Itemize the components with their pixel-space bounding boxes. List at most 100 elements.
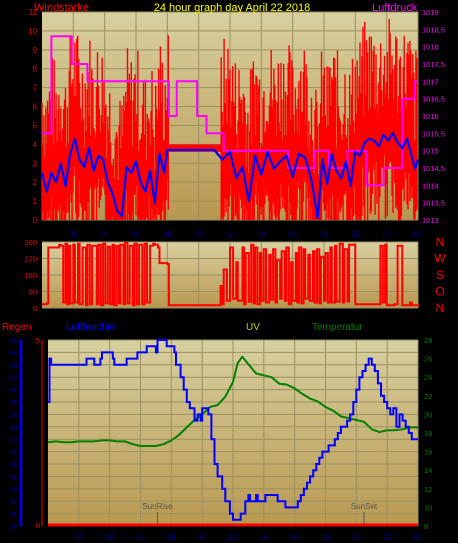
wind-x-tick-label: 18: [320, 230, 329, 239]
humidity-y-tick-label: 38: [10, 522, 18, 531]
direction-y-tick-label: 0: [33, 304, 37, 313]
temperature-y-tick-label: 14: [424, 466, 432, 475]
humidity-y-tick-label: 40: [10, 510, 18, 519]
compass-label: S: [436, 268, 444, 282]
humidity-y-tick-label: 42: [10, 497, 18, 506]
climate-x-tick-label: 00: [414, 533, 423, 542]
wind-x-tick-label: 10: [194, 230, 203, 239]
humidity-y-tick-label: 48: [10, 460, 18, 469]
temperature-y-tick-label: 22: [424, 392, 432, 401]
wind-y-tick-label: 10: [28, 27, 37, 36]
humidity-y-tick-label: 58: [10, 398, 18, 407]
compass-label: N: [436, 301, 445, 315]
climate-x-tick-label: 18: [321, 533, 330, 542]
pressure-y-tick-label: 1019: [422, 8, 439, 17]
wind-y-tick-label: 7: [33, 84, 38, 93]
humidity-y-tick-label: 50: [10, 448, 18, 457]
humidity-y-tick-label: 52: [10, 435, 18, 444]
temperature-series-line: [47, 355, 418, 447]
direction-y-tick-label: 270: [24, 255, 37, 264]
wind-x-tick-label: 08: [163, 230, 172, 239]
climate-x-tick-label: 06: [136, 533, 145, 542]
wind-x-tick-label: 14: [257, 230, 266, 239]
humidity-y-tick-label: 66: [10, 348, 18, 357]
graph-title: 24 hour graph day April 22 2018: [154, 2, 311, 14]
pressure-series-line: [42, 35, 418, 187]
climate-x-tick-label: 04: [105, 533, 114, 542]
wind-y-tick-label: 1: [33, 197, 38, 206]
wind-y-tick-label: 6: [33, 103, 38, 112]
wind-x-tick-label: 02: [69, 230, 78, 239]
compass-label: W: [434, 252, 446, 266]
pressure-y-tick-label: 1015: [422, 147, 439, 156]
sunrise-label: SunRise: [142, 502, 173, 511]
temperature-y-tick-label: 10: [424, 503, 432, 512]
wind-x-tick-label: 04: [100, 230, 109, 239]
pressure-y-tick-label: 1015,5: [422, 129, 445, 138]
wind-y-tick-label: 3: [33, 159, 38, 168]
compass-label: N: [436, 235, 445, 249]
pressure-y-tick-label: 1017: [422, 77, 439, 86]
wind-y-tick-label: 11: [29, 8, 38, 17]
temperature-y-tick-label: 24: [424, 373, 432, 382]
humidity-y-tick-label: 64: [10, 361, 18, 370]
climate-x-tick-label: 08: [167, 533, 176, 542]
wind-y-tick-label: 9: [33, 46, 38, 55]
temperature-y-tick-label: 26: [424, 355, 432, 364]
rain-y-tick-label: 0: [36, 521, 40, 530]
regen-label: Regen: [2, 322, 31, 333]
direction-y-tick-label: 360: [24, 238, 37, 247]
temperature-y-tick-label: 28: [424, 336, 432, 345]
rain-y-tick-label: 5: [36, 336, 40, 345]
wind-x-tick-label: 22: [382, 230, 391, 239]
sunset-label: SunSet: [351, 502, 378, 511]
compass-label: O: [435, 285, 444, 299]
pressure-y-tick-label: 1016: [422, 112, 439, 121]
climate-x-tick-label: 02: [74, 533, 83, 542]
windstaerke-label: Windstärke: [34, 2, 89, 14]
climate-x-tick-label: 16: [290, 533, 299, 542]
wind-x-tick-label: 12: [226, 230, 235, 239]
temperature-y-tick-label: 18: [424, 429, 432, 438]
humidity-y-tick-label: 46: [10, 472, 18, 481]
pressure-y-tick-label: 1018: [422, 43, 439, 52]
wind-y-tick-label: 4: [33, 140, 38, 149]
temperature-y-tick-label: 12: [424, 485, 432, 494]
wind-x-tick-label: 00: [414, 230, 423, 239]
luftfeuchte-label: Luftfeuchte: [66, 322, 116, 333]
pressure-y-tick-label: 1017,5: [422, 60, 445, 69]
climate-x-tick-label: 22: [383, 533, 392, 542]
wind-y-tick-label: 0: [33, 216, 38, 225]
humidity-y-tick-label: 62: [10, 373, 18, 382]
wind-average-series-line: [40, 131, 420, 220]
humidity-y-tick-label: 60: [10, 386, 18, 395]
climate-x-tick-label: 10: [198, 533, 207, 542]
pressure-y-tick-label: 1014: [422, 181, 439, 190]
temperature-y-tick-label: 8: [424, 522, 428, 531]
wind-y-tick-label: 8: [33, 65, 38, 74]
uv-label: UV: [246, 322, 260, 333]
direction-y-tick-label: 90: [29, 288, 37, 297]
humidity-y-tick-label: 68: [10, 336, 18, 345]
temperature-y-tick-label: 20: [424, 410, 432, 419]
humidity-y-tick-label: 56: [10, 410, 18, 419]
wind-x-tick-label: 20: [351, 230, 360, 239]
pressure-y-tick-label: 1018,5: [422, 25, 445, 34]
wind-direction-series-line: [42, 241, 419, 307]
pressure-y-tick-label: 1013: [422, 216, 439, 225]
humidity-series-line: [48, 339, 418, 521]
climate-x-tick-label: 12: [229, 533, 238, 542]
climate-x-tick-label: 20: [352, 533, 361, 542]
pressure-y-tick-label: 1013,5: [422, 199, 445, 208]
luftdruck-label: Luftdruck: [372, 2, 418, 14]
pressure-y-tick-label: 1014,5: [422, 164, 445, 173]
climate-x-tick-label: 14: [259, 533, 268, 542]
wind-gust-series: [41, 19, 418, 220]
wind-y-tick-label: 5: [33, 121, 38, 130]
direction-y-tick-label: 180: [24, 271, 37, 280]
wind-x-tick-label: 16: [288, 230, 297, 239]
temperature-y-tick-label: 16: [424, 448, 432, 457]
humidity-y-tick-label: 54: [10, 423, 18, 432]
